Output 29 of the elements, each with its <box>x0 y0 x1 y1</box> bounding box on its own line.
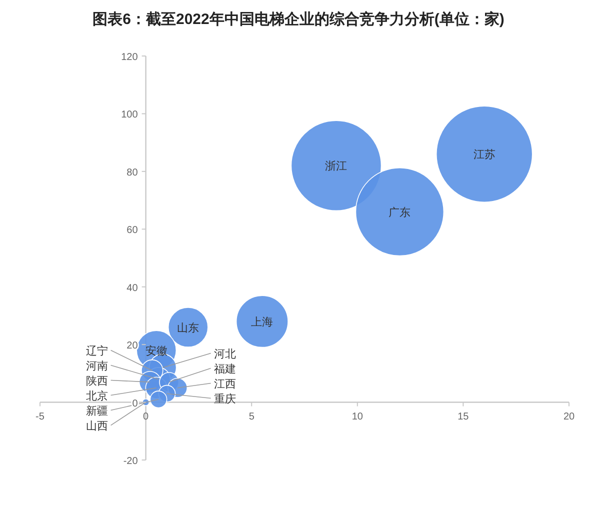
y-tick-label: -20 <box>123 456 138 467</box>
text: 河南 <box>86 359 108 372</box>
y-tick-label: 20 <box>126 340 138 352</box>
series-label: 上海 <box>251 315 274 328</box>
text: 重庆 <box>214 392 236 406</box>
y-tick-label: 60 <box>126 225 138 236</box>
series-label: 浙江 <box>325 160 348 173</box>
text: 北京 <box>86 389 108 402</box>
y-tick-label: 100 <box>121 110 138 121</box>
x-tick-label: 20 <box>563 411 575 422</box>
series-label: 山东 <box>177 321 200 334</box>
y-tick-label: 40 <box>126 282 138 294</box>
text: 山西 <box>86 419 108 432</box>
text: 河北 <box>214 347 236 360</box>
x-tick-label: 5 <box>248 411 255 422</box>
x-tick-label: 0 <box>143 411 150 422</box>
text: 新疆 <box>86 404 108 418</box>
x-tick-label: 15 <box>458 411 470 422</box>
x-tick-label: -5 <box>36 411 45 422</box>
text: 福建 <box>214 362 236 376</box>
x-tick-label: 10 <box>352 411 364 422</box>
y-tick-label: 120 <box>121 52 138 63</box>
text: 陕西 <box>86 375 108 388</box>
text: 江西 <box>214 378 236 390</box>
series-label: 广东 <box>388 206 411 219</box>
chart-title: 图表6：截至2022年中国电梯企业的综合竞争力分析(单位：家) <box>92 10 504 28</box>
series-label: 江苏 <box>473 148 496 162</box>
text: 辽宁 <box>86 344 108 358</box>
y-tick-label: 80 <box>126 167 138 178</box>
